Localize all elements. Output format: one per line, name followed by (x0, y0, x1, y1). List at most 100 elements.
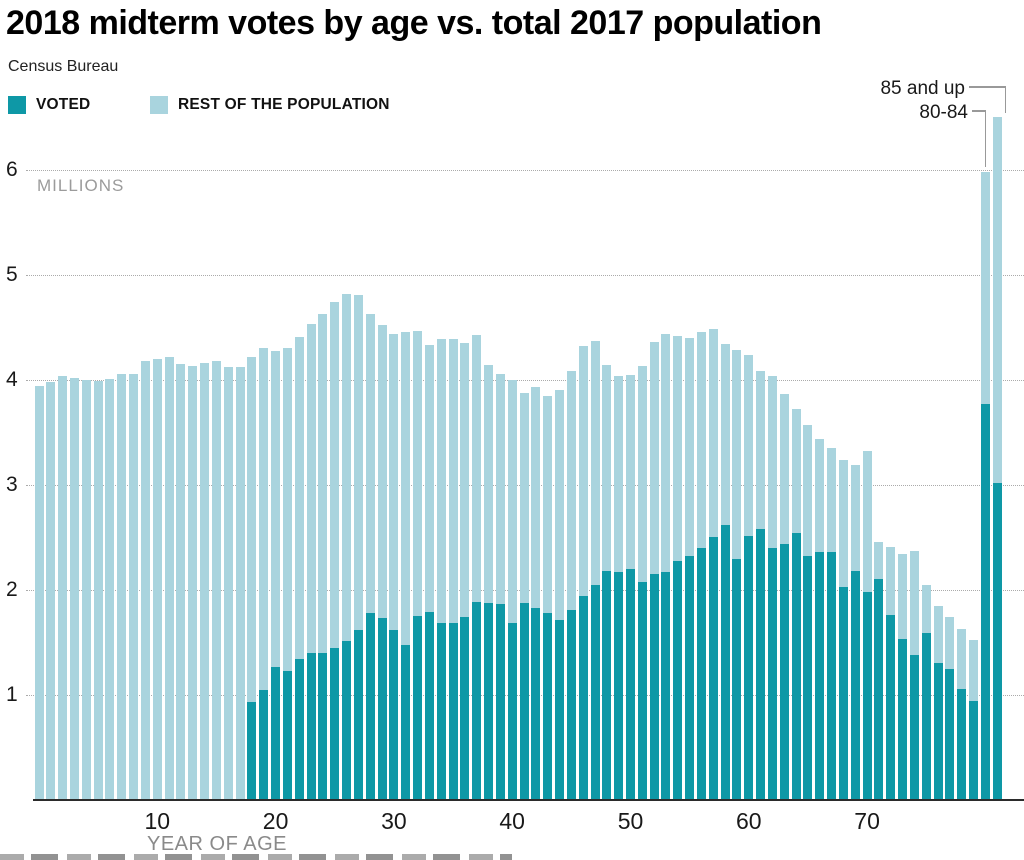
bar-age-62 (767, 376, 777, 800)
bar-voted-segment-age-20 (271, 667, 281, 800)
legend-label-rest: REST OF THE POPULATION (178, 96, 390, 113)
bar-age-76 (933, 606, 943, 800)
bar-age-50 (626, 375, 635, 800)
legend-label-voted: VOTED (36, 96, 91, 113)
y-tick-label-5: 5 (6, 263, 18, 286)
bar-age-54 (673, 336, 683, 800)
annotation-connector-80-vertical (984, 110, 986, 167)
bar-age-28 (365, 314, 375, 800)
bar-voted-segment-age-23 (306, 653, 316, 800)
bar-age-66 (815, 439, 825, 800)
bar-age-64 (791, 409, 801, 800)
bar-voted-segment-age-74 (909, 655, 919, 800)
bar-voted-segment-age-28 (365, 613, 375, 800)
bar-voted-segment-age-48 (602, 571, 612, 800)
bar-age-72 (886, 547, 896, 800)
bar-age-42 (531, 387, 541, 800)
bar-age-80-84 (980, 172, 990, 800)
bar-voted-segment-age-55 (685, 556, 695, 800)
bar-voted-segment-age-30 (389, 630, 399, 800)
bar-age-44 (555, 390, 565, 800)
bar-age-26 (342, 294, 352, 800)
bar-voted-segment-age-66 (815, 552, 825, 800)
bar-voted-segment-age-38 (484, 603, 494, 800)
x-tick-label-30: 30 (381, 808, 407, 834)
bar-age-61 (756, 371, 766, 800)
bar-age-39 (495, 374, 505, 800)
bar-voted-segment-age-69 (850, 571, 860, 800)
bar-age-22 (294, 337, 304, 800)
bar-age-56 (696, 332, 706, 800)
bar-age-5 (93, 381, 103, 800)
bar-voted-segment-age-75 (921, 633, 931, 800)
gridline-5 (26, 275, 1024, 276)
bar-voted-segment-age-70 (862, 592, 872, 800)
bar-age-46 (578, 346, 588, 800)
bar-age-74 (909, 551, 919, 800)
bar-age-35 (448, 339, 458, 800)
bar-voted-segment-age-21 (282, 671, 292, 800)
bar-age-6 (105, 379, 115, 800)
bar-age-85 and up (992, 117, 1002, 800)
bar-age-31 (401, 332, 411, 800)
bar-voted-segment-age-54 (673, 561, 683, 800)
bar-age-27 (353, 295, 363, 800)
bar-voted-segment-age-49 (614, 572, 624, 800)
bar-voted-segment-age-24 (318, 653, 328, 800)
bar-voted-segment-age-47 (590, 585, 600, 800)
bar-age-21 (282, 348, 292, 800)
bar-age-58 (720, 344, 730, 800)
bar-age-79 (969, 640, 979, 800)
bar-voted-segment-age-71 (874, 579, 884, 800)
bar-voted-segment-age-77 (945, 669, 955, 800)
x-tick-label-70: 70 (854, 808, 880, 834)
bar-age-10 (152, 359, 162, 800)
bar-age-4 (81, 380, 91, 800)
bar-age-12 (176, 364, 186, 800)
bar-age-73 (898, 554, 908, 800)
bar-age-69 (850, 465, 860, 800)
source-attribution: Census Bureau (8, 58, 119, 75)
bar-voted-segment-age-29 (377, 618, 387, 800)
annotation-connector-80-horizontal (972, 110, 986, 112)
bar-age-20 (271, 351, 281, 800)
bar-age-19 (259, 348, 269, 800)
bar-voted-segment-age-40 (507, 623, 517, 800)
bar-voted-segment-age-45 (566, 610, 576, 800)
bar-voted-segment-age-31 (401, 645, 411, 800)
bar-voted-segment-age-80-84 (980, 404, 990, 800)
bar-voted-segment-age-27 (353, 630, 363, 800)
bar-voted-segment-age-26 (342, 641, 352, 800)
bar-voted-segment-age-65 (803, 556, 813, 800)
bar-age-13 (188, 366, 198, 800)
bar-age-78 (957, 629, 967, 800)
annotation-80-84: 80-84 (919, 102, 968, 123)
bar-voted-segment-age-36 (460, 617, 470, 800)
bar-voted-segment-age-78 (957, 689, 967, 800)
bar-age-11 (164, 357, 174, 800)
bar-age-48 (602, 365, 612, 800)
y-tick-label-4: 4 (6, 368, 18, 391)
annotation-connector-85-vertical (1004, 86, 1006, 113)
bar-voted-segment-age-58 (720, 525, 730, 800)
bar-age-37 (472, 335, 482, 800)
bar-voted-segment-age-72 (886, 615, 896, 800)
bar-age-59 (732, 350, 742, 800)
bar-voted-segment-age-50 (626, 569, 635, 800)
bar-age-3 (69, 378, 79, 800)
bar-age-77 (945, 617, 955, 800)
bar-voted-segment-age-41 (519, 603, 529, 800)
bar-voted-segment-age-43 (543, 613, 553, 800)
bar-age-55 (685, 338, 695, 800)
bar-voted-segment-age-67 (827, 552, 837, 800)
bar-age-17 (235, 367, 245, 800)
bar-age-51 (637, 366, 647, 800)
bar-voted-segment-age-33 (424, 612, 434, 800)
bar-age-30 (389, 334, 399, 800)
bar-age-53 (661, 334, 671, 800)
annotation-85-and-up: 85 and up (880, 78, 965, 99)
legend-item-voted: VOTED (8, 96, 90, 114)
x-tick-label-20: 20 (262, 808, 289, 834)
gridline-4 (26, 380, 1024, 381)
